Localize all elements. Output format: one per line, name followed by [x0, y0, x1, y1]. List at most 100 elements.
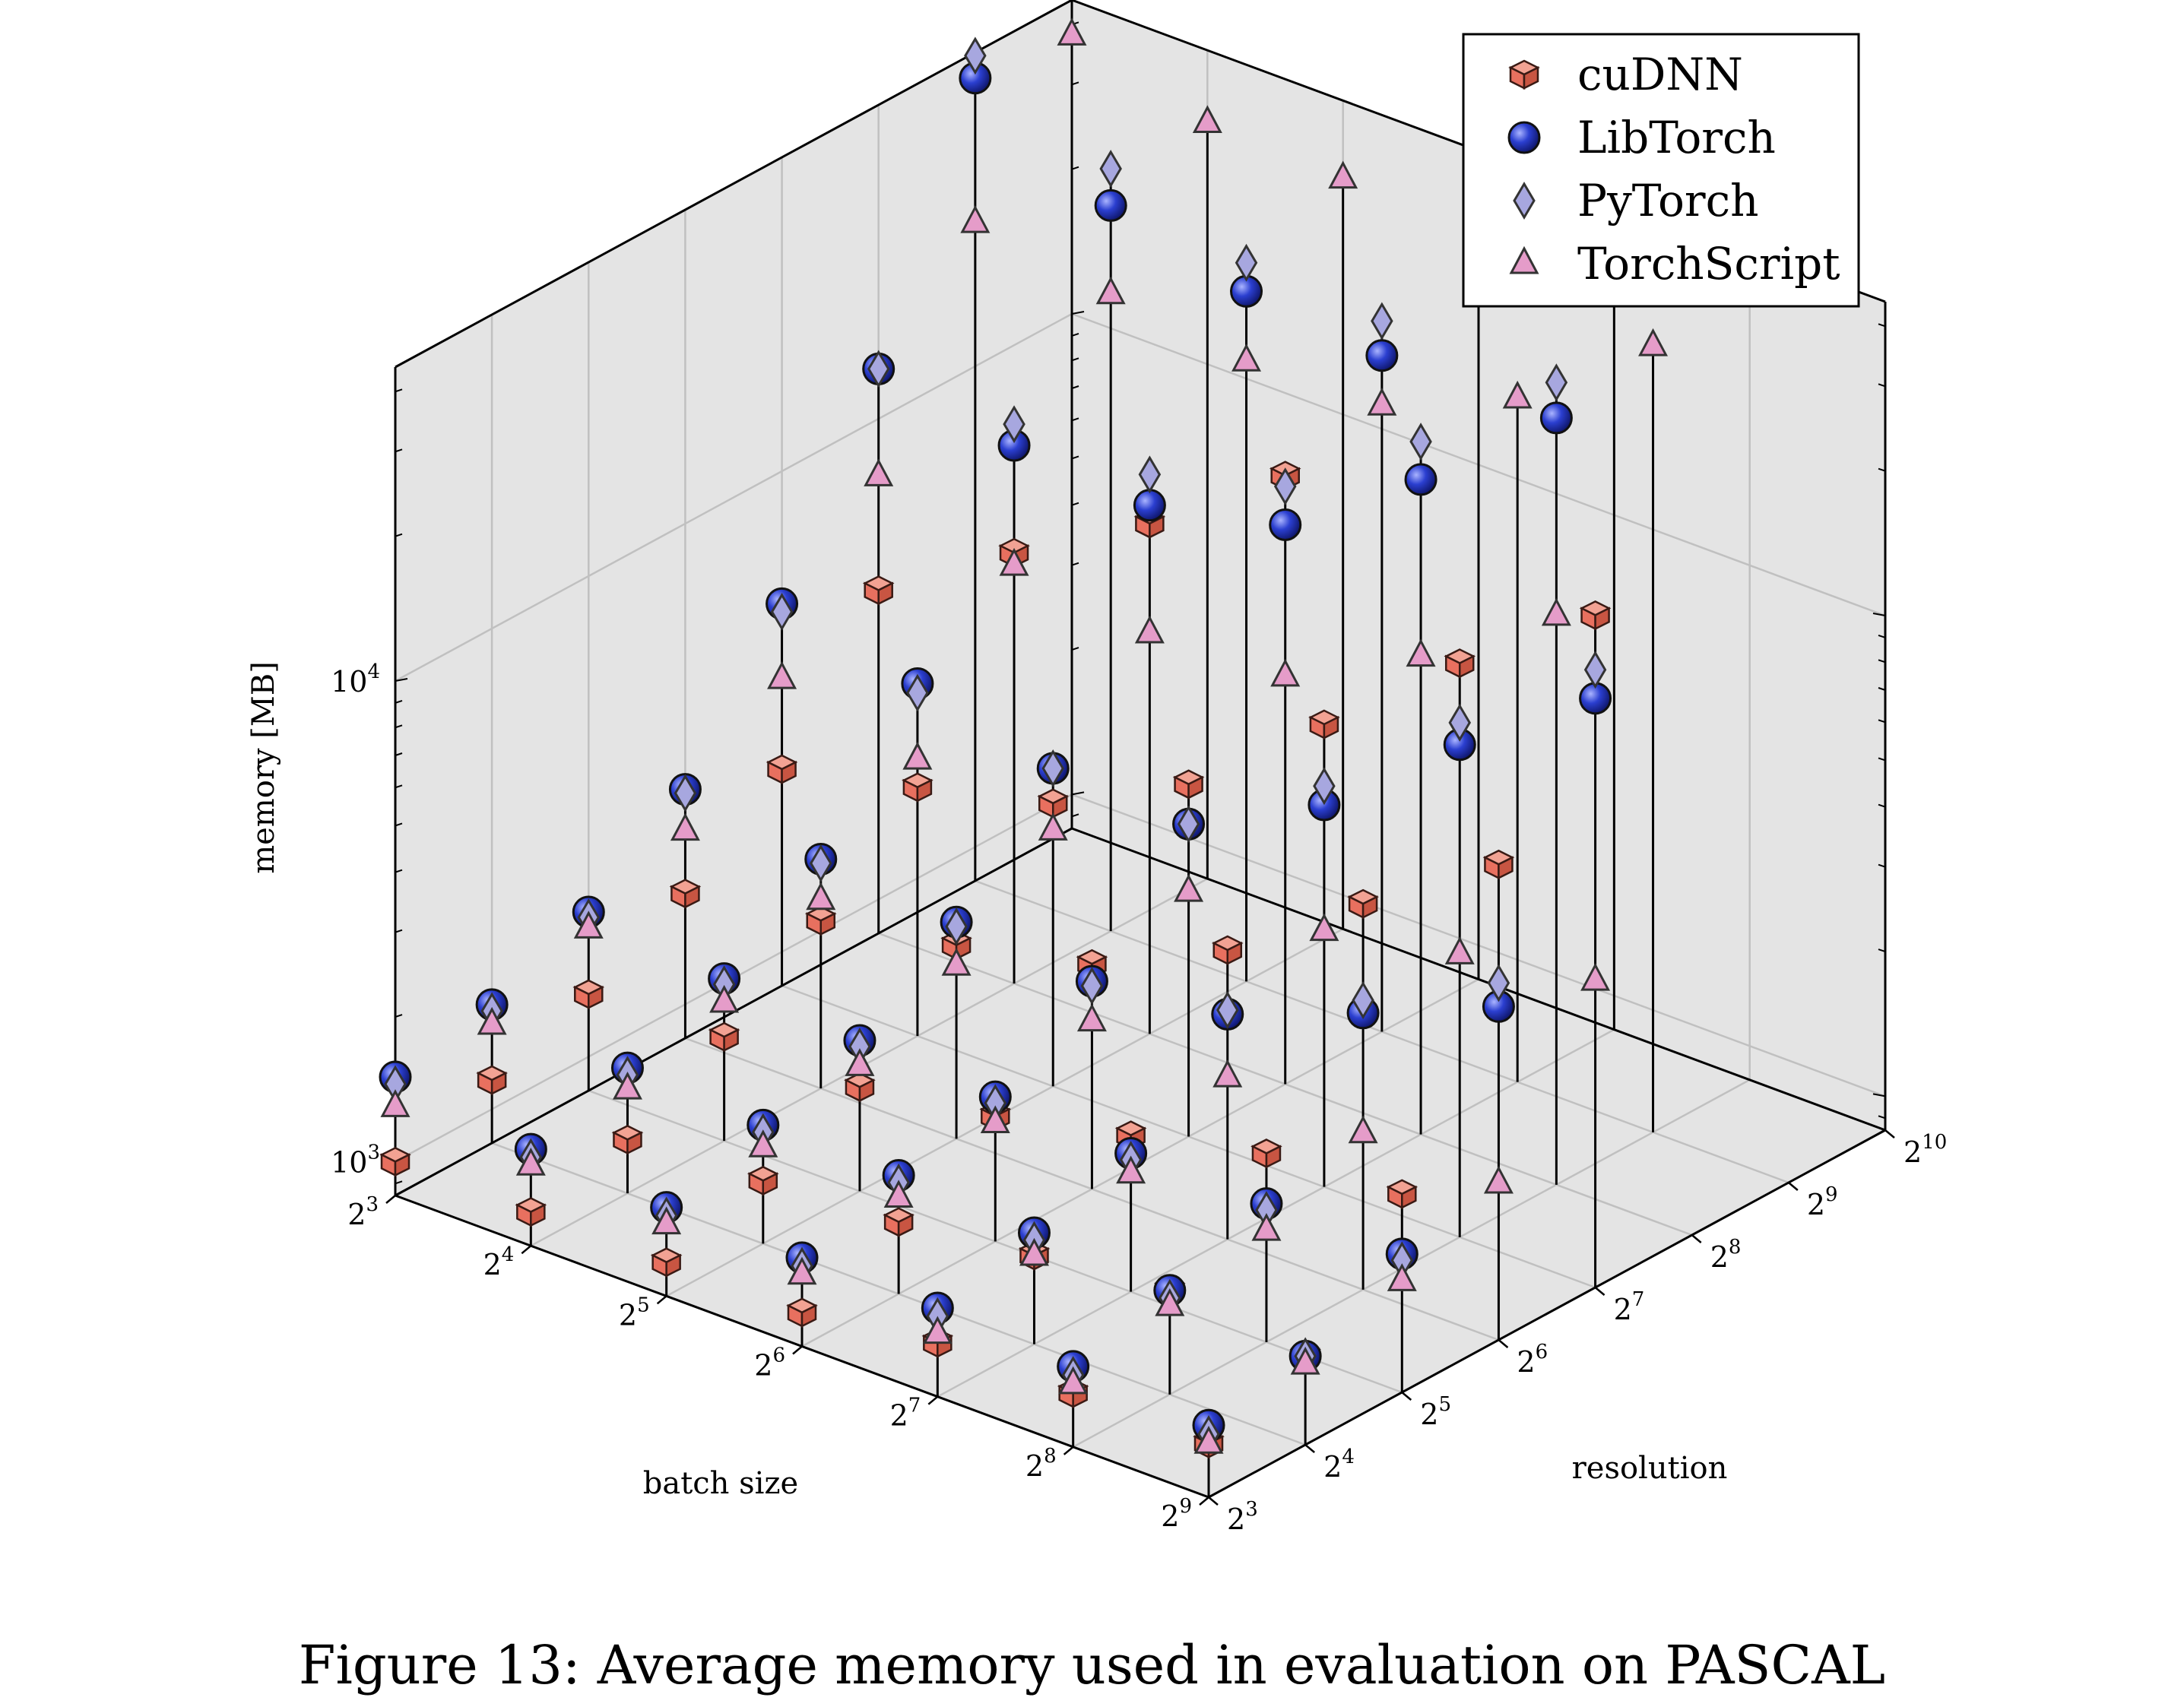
pytorch-marker [1216, 991, 1239, 1029]
y-tick [1498, 1339, 1509, 1348]
axis-edge [395, 0, 1073, 369]
cudnn-marker [1444, 648, 1476, 679]
cudnn-marker [572, 979, 605, 1009]
torchscript-marker [922, 1316, 953, 1344]
y-tick [1208, 1496, 1219, 1506]
cudnn-marker [1579, 600, 1612, 631]
torchscript-marker [767, 660, 797, 689]
torchscript-marker [1328, 160, 1358, 189]
pytorch-marker [1583, 651, 1607, 689]
z-tick [1878, 323, 1886, 328]
torchscript-marker [1348, 1115, 1378, 1144]
libtorch-marker [1365, 339, 1399, 372]
z-tick [395, 822, 403, 827]
pytorch-marker [1448, 703, 1471, 742]
z-tick [1878, 803, 1886, 808]
cudnn-marker [1347, 888, 1379, 920]
torchscript-marker [980, 1105, 1010, 1134]
torchscript-marker [1270, 658, 1301, 687]
cudnn-marker [650, 1247, 683, 1278]
left-wall-pane [395, 0, 1072, 1196]
cudnn-marker [940, 930, 972, 961]
x-tick-label: 26 [754, 1344, 785, 1382]
torchscript-marker [1058, 1366, 1089, 1395]
z-tick [395, 678, 408, 682]
y-tick-label: 25 [1420, 1393, 1451, 1431]
y-tick [1691, 1234, 1702, 1243]
torchscript-marker [1444, 936, 1475, 964]
y-tick-label: 27 [1614, 1288, 1645, 1326]
torchscript-marker [902, 741, 933, 770]
z-tick [1878, 635, 1886, 638]
torchscript-marker [1134, 615, 1165, 644]
cudnn-marker [379, 1146, 411, 1177]
y-tick-label: 28 [1710, 1236, 1742, 1274]
torchscript-marker [1290, 1346, 1320, 1375]
torchscript-marker [1155, 1287, 1185, 1316]
pytorch-marker [1080, 967, 1104, 1006]
pytorch-marker [964, 36, 987, 75]
torchscript-marker [845, 1048, 875, 1076]
torchscript-marker [515, 1148, 546, 1176]
torchscript-marker [709, 984, 740, 1013]
torchscript-marker [883, 1180, 914, 1208]
z-tick [1872, 613, 1886, 617]
cudnn-marker [1037, 788, 1070, 819]
pytorch-marker [1041, 749, 1064, 787]
libtorch-marker [1404, 463, 1438, 496]
torchscript-marker [651, 1206, 682, 1235]
x-tick-label: 25 [619, 1294, 650, 1332]
pytorch-marker [1138, 455, 1162, 494]
legend-torchscript-marker [1509, 245, 1539, 274]
pytorch-marker [945, 907, 968, 946]
legend-libtorch-label: LibTorch [1577, 112, 1776, 163]
pytorch-marker [674, 774, 697, 812]
legend-torchscript-label: TorchScript [1577, 238, 1840, 290]
cudnn-marker [804, 905, 837, 936]
x-tick-label: 29 [1161, 1495, 1192, 1533]
axis-edge [1208, 1129, 1886, 1499]
torchscript-marker [1192, 105, 1222, 134]
pytorch-marker [1177, 805, 1200, 844]
cudnn-marker [766, 754, 798, 784]
x-tick [656, 1295, 667, 1305]
torchscript-marker [1095, 276, 1126, 305]
torchscript-marker [1580, 962, 1611, 991]
torchscript-marker [1502, 380, 1533, 409]
torchscript-marker [1076, 1003, 1107, 1032]
y-tick [1788, 1182, 1799, 1191]
z-tick [395, 533, 403, 537]
y-tick [1594, 1287, 1606, 1296]
torchscript-marker [1387, 1263, 1417, 1291]
torchscript-marker [1483, 1165, 1514, 1194]
x-tick [385, 1195, 396, 1204]
data-marks [379, 17, 1669, 1497]
legend-cudnn-marker [1508, 59, 1540, 90]
torchscript-marker [1019, 1237, 1049, 1266]
torchscript-marker [1212, 1059, 1243, 1088]
cudnn-marker [786, 1297, 818, 1328]
z-tick [395, 448, 403, 453]
cudnn-marker [669, 879, 702, 909]
cudnn-marker [844, 1072, 876, 1103]
cudnn-marker [1482, 849, 1515, 880]
torchscript-marker [1116, 1155, 1146, 1184]
axis-labels: 23 24 25 26 27 28 29 23 24 25 26 27 28 29 210 103 104 bat… [246, 660, 1947, 1536]
pytorch-marker [1235, 243, 1258, 282]
x-tick [521, 1245, 532, 1255]
torchscript-marker [612, 1071, 642, 1100]
cudnn-marker [1250, 1139, 1282, 1169]
x-tick-label: 24 [483, 1243, 515, 1281]
cudnn-marker [611, 1124, 644, 1155]
z-tick [1878, 949, 1886, 952]
torchscript-marker [1174, 873, 1204, 902]
libtorch-marker [1094, 188, 1127, 222]
torchscript-marker [380, 1089, 410, 1117]
pytorch-marker [770, 593, 794, 631]
torchscript-marker [1367, 388, 1397, 416]
x-tick-label: 27 [890, 1395, 921, 1433]
torchscript-marker [1251, 1212, 1282, 1241]
legend-pytorch-label: PyTorch [1577, 175, 1758, 226]
z-tick [1878, 757, 1886, 762]
x-tick-label: 23 [347, 1193, 379, 1231]
